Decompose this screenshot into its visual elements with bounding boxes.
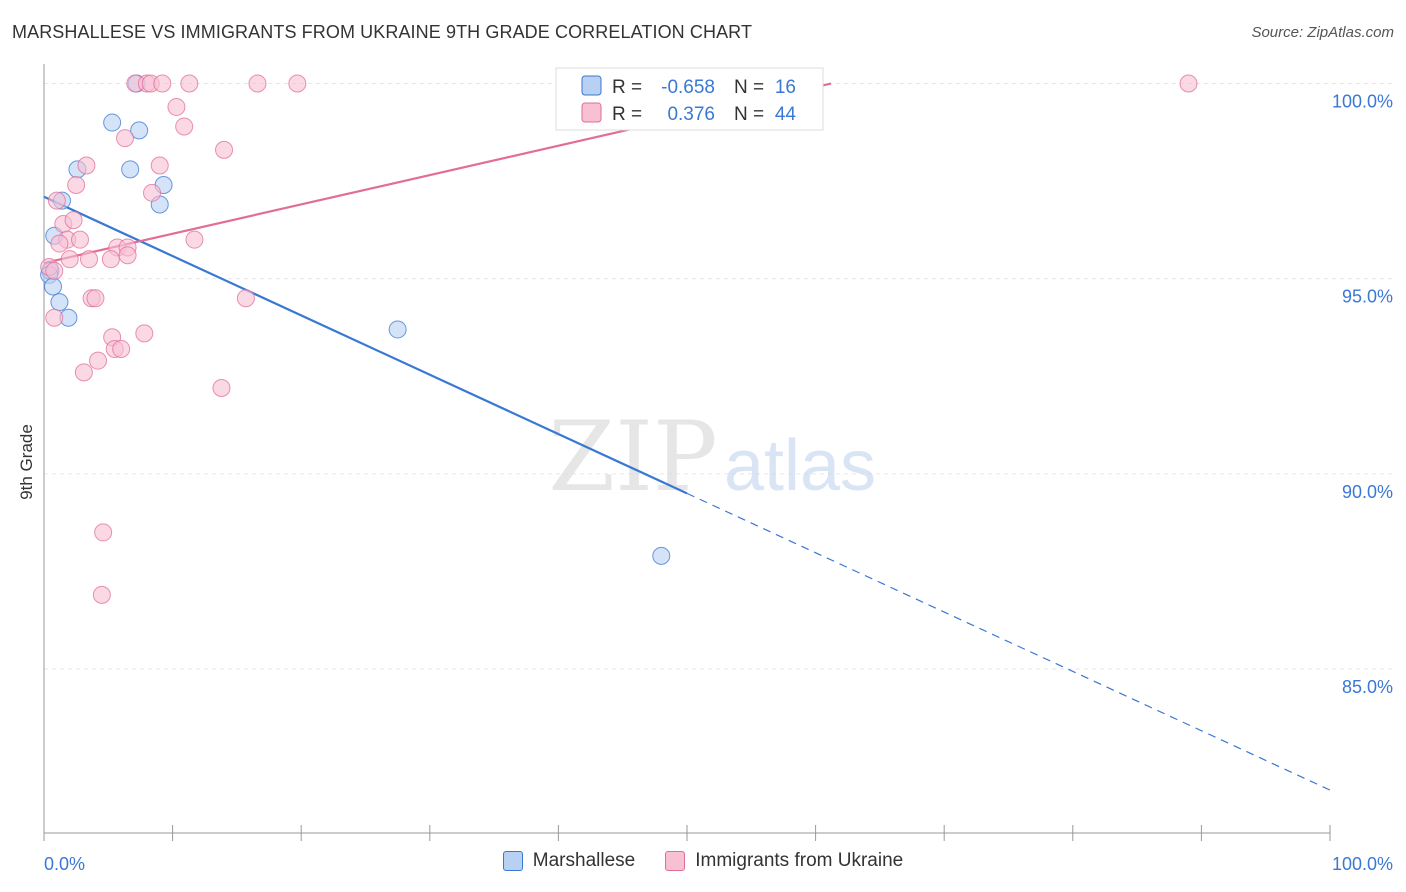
point-ukraine bbox=[77, 156, 96, 175]
point-ukraine bbox=[47, 191, 66, 210]
legend-swatch-marshallese bbox=[502, 851, 523, 871]
point-ukraine bbox=[212, 378, 231, 397]
point-ukraine bbox=[80, 250, 99, 269]
watermark: ZIP atlas bbox=[548, 401, 876, 513]
data-points bbox=[40, 74, 1198, 604]
stats-legend: R = -0.658 N = 16 R = 0.376 N = 44 bbox=[555, 67, 824, 131]
point-ukraine bbox=[288, 74, 307, 93]
stats-n-value-0: 16 bbox=[775, 77, 796, 98]
point-ukraine bbox=[236, 289, 255, 308]
point-ukraine bbox=[50, 234, 69, 253]
point-ukraine bbox=[118, 246, 137, 265]
point-ukraine bbox=[86, 289, 105, 308]
point-ukraine bbox=[248, 74, 267, 93]
point-ukraine bbox=[101, 250, 120, 269]
point-marshallese bbox=[652, 546, 671, 565]
point-ukraine bbox=[135, 324, 154, 343]
y-tick-label: 100.0% bbox=[1332, 92, 1393, 112]
point-ukraine bbox=[89, 351, 108, 370]
point-ukraine bbox=[74, 363, 93, 382]
legend-label-marshallese: Marshallese bbox=[532, 850, 636, 871]
point-ukraine bbox=[215, 140, 234, 159]
point-ukraine bbox=[71, 230, 90, 249]
gridlines bbox=[44, 83, 1392, 670]
point-ukraine bbox=[150, 156, 169, 175]
legend-item-marshallese[interactable]: Marshallese bbox=[502, 850, 636, 872]
stats-r-value-1: 0.376 bbox=[667, 104, 715, 125]
stats-n-value-1: 44 bbox=[775, 104, 797, 125]
tick-labels: 100.0% 95.0% 90.0% 85.0% 0.0% 100.0% bbox=[44, 92, 1393, 874]
point-ukraine bbox=[153, 74, 172, 93]
y-tick-label: 95.0% bbox=[1342, 287, 1393, 307]
chart-title: MARSHALLESE VS IMMIGRANTS FROM UKRAINE 9… bbox=[12, 22, 753, 42]
y-tick-label: 90.0% bbox=[1342, 482, 1393, 502]
point-marshallese bbox=[130, 121, 149, 140]
point-marshallese bbox=[388, 320, 407, 339]
point-ukraine bbox=[92, 585, 111, 604]
point-ukraine bbox=[175, 117, 194, 136]
point-ukraine bbox=[185, 230, 204, 249]
stats-n-label-1: N = bbox=[734, 104, 764, 125]
stats-swatch-ukraine bbox=[581, 102, 602, 123]
point-marshallese bbox=[44, 277, 63, 296]
x-tick-label: 100.0% bbox=[1332, 854, 1393, 874]
trend-line-marshallese bbox=[43, 195, 688, 495]
stats-r-label-1: R = bbox=[612, 104, 642, 125]
point-ukraine bbox=[45, 261, 64, 280]
point-ukraine bbox=[45, 308, 64, 327]
point-ukraine bbox=[112, 339, 131, 358]
stats-swatch-marshallese bbox=[581, 75, 602, 96]
point-ukraine bbox=[143, 183, 162, 202]
legend-label-ukraine: Immigrants from Ukraine bbox=[695, 850, 904, 871]
point-ukraine bbox=[1179, 74, 1198, 93]
y-axis-label: 9th Grade bbox=[17, 424, 36, 500]
point-ukraine bbox=[167, 97, 186, 116]
point-marshallese bbox=[103, 113, 122, 132]
point-ukraine bbox=[94, 523, 113, 542]
axes bbox=[43, 64, 1331, 841]
bottom-legend: Marshallese Immigrants from Ukraine bbox=[0, 850, 1406, 872]
stats-r-value-0: -0.658 bbox=[661, 77, 715, 98]
watermark-atlas: atlas bbox=[724, 426, 876, 506]
point-ukraine bbox=[60, 250, 79, 269]
point-marshallese bbox=[121, 160, 140, 179]
x-tick-label: 0.0% bbox=[44, 854, 85, 874]
point-ukraine bbox=[67, 176, 86, 195]
y-tick-label: 85.0% bbox=[1342, 677, 1393, 697]
stats-n-label-0: N = bbox=[734, 77, 764, 98]
point-ukraine bbox=[116, 129, 135, 148]
stats-r-label-0: R = bbox=[612, 77, 642, 98]
trend-line-marshallese-extension bbox=[686, 492, 1331, 791]
point-marshallese bbox=[50, 293, 69, 312]
point-ukraine bbox=[64, 211, 83, 230]
point-ukraine bbox=[180, 74, 199, 93]
legend-swatch-ukraine bbox=[665, 851, 686, 871]
legend-item-ukraine[interactable]: Immigrants from Ukraine bbox=[665, 850, 903, 872]
source-label: Source: ZipAtlas.com bbox=[1251, 24, 1394, 41]
